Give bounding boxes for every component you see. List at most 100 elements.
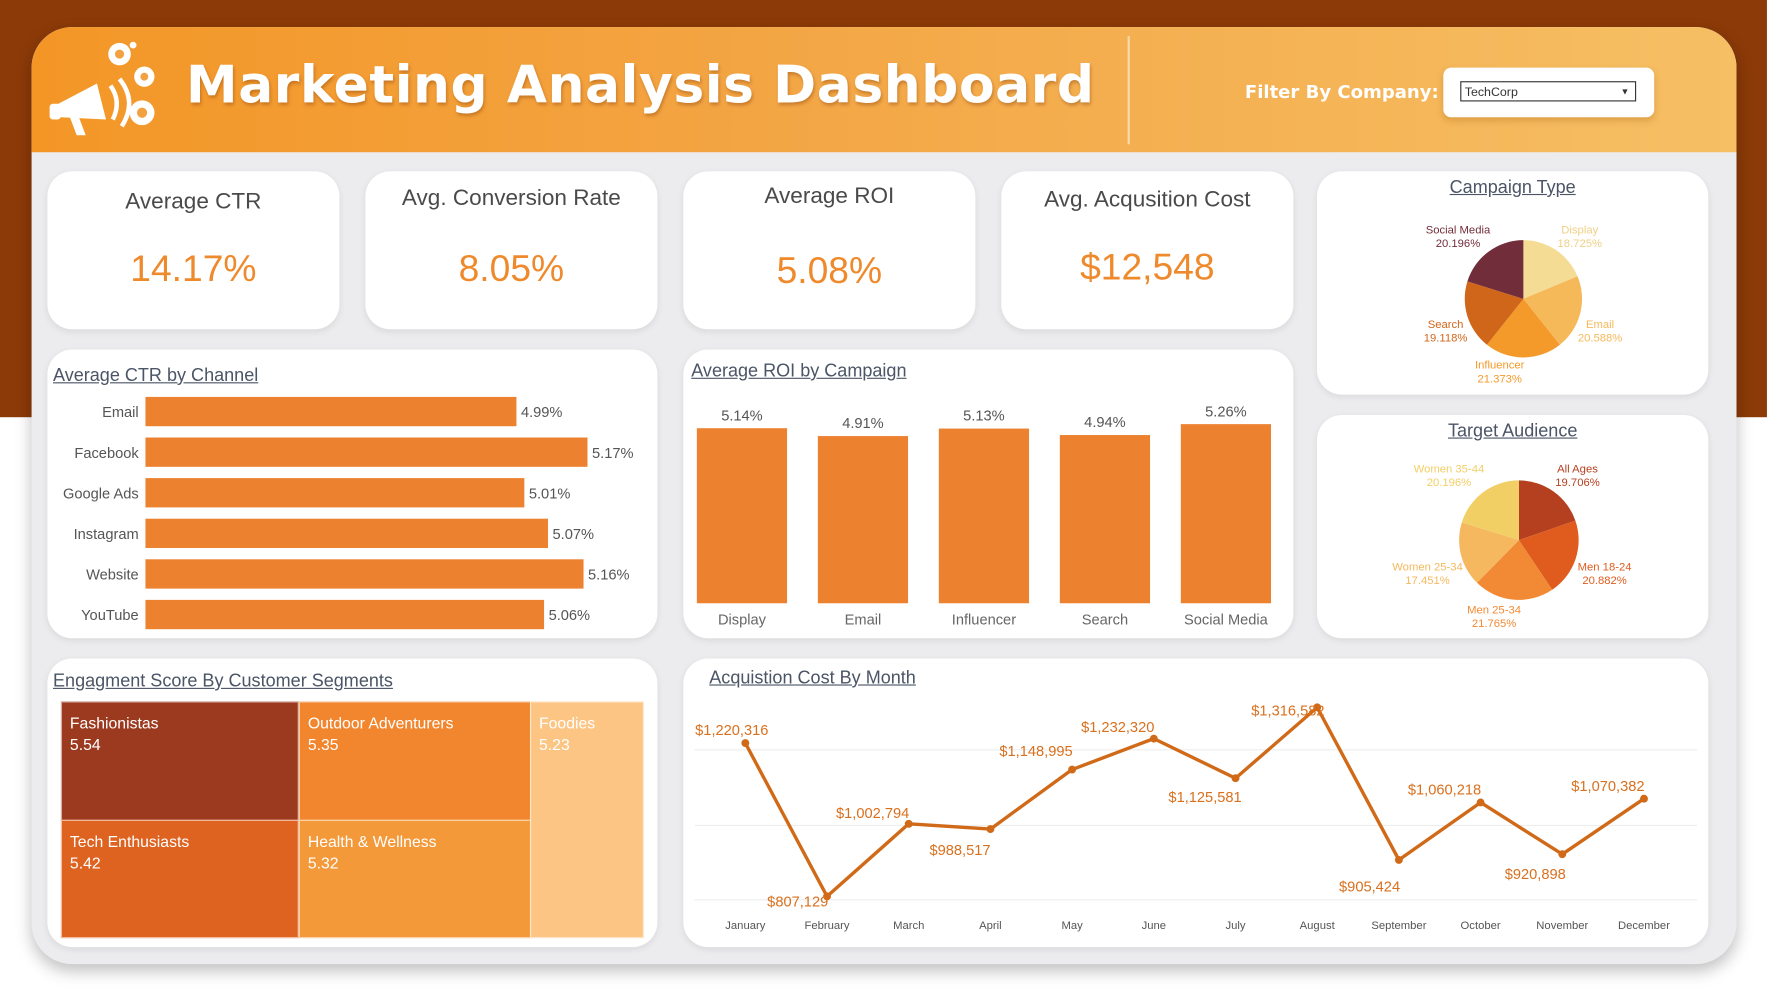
- slice-value: 18.725%: [1558, 238, 1602, 250]
- line-series[interactable]: [743, 705, 1645, 899]
- bar[interactable]: [696, 428, 788, 604]
- data-point[interactable]: [1476, 798, 1485, 807]
- bar[interactable]: [145, 559, 584, 589]
- data-label: $1,070,382: [1571, 779, 1644, 795]
- data-label: $1,220,316: [695, 723, 768, 739]
- kpi-card-conversion: Avg. Conversion Rate 8.05%: [365, 171, 658, 330]
- kpi-label: Average ROI: [764, 183, 895, 209]
- data-point[interactable]: [1068, 765, 1077, 774]
- data-label: 5.13%: [963, 409, 1005, 425]
- bar[interactable]: [145, 478, 525, 508]
- data-point[interactable]: [1313, 703, 1322, 712]
- category-label: Instagram: [74, 527, 139, 543]
- acquisition-cost-card: Acquistion Cost By Month: [683, 658, 1709, 948]
- segment-score: 5.32: [307, 853, 339, 872]
- kpi-value: 8.05%: [458, 246, 565, 289]
- kpi-card-roi: Average ROI 5.08%: [683, 171, 976, 330]
- bar[interactable]: [145, 518, 549, 549]
- category-label: Social Media: [1184, 613, 1269, 629]
- treemap-cell[interactable]: Tech Enthusiasts 5.42: [60, 819, 299, 939]
- company-filter-value: TechCorp: [1464, 85, 1518, 100]
- treemap-cell[interactable]: Outdoor Adventurers 5.35: [298, 701, 532, 821]
- pie-slice[interactable]: [1486, 298, 1560, 358]
- slice-value: 20.196%: [1427, 477, 1471, 489]
- data-label: 4.91%: [842, 416, 884, 432]
- category-label: Google Ads: [63, 486, 139, 502]
- bar[interactable]: [817, 436, 909, 604]
- segment-score: 5.23: [538, 735, 570, 754]
- kpi-label: Average CTR: [125, 189, 262, 215]
- slice-value: 19.118%: [1424, 333, 1468, 345]
- month-label: October: [1461, 920, 1501, 932]
- data-label: 5.26%: [1205, 404, 1247, 420]
- slice-value: 20.588%: [1578, 333, 1622, 345]
- data-point[interactable]: [1231, 774, 1240, 783]
- filter-container: TechCorp ▼: [1443, 67, 1655, 118]
- kpi-card-ctr: Average CTR 14.17%: [47, 171, 340, 330]
- data-point[interactable]: [1394, 855, 1403, 864]
- slice-value: 19.706%: [1555, 477, 1599, 489]
- month-label: November: [1536, 920, 1588, 932]
- treemap-cell[interactable]: Foodies 5.23: [529, 701, 644, 939]
- data-label: $807,129: [767, 895, 828, 911]
- month-label: February: [804, 920, 849, 932]
- bar[interactable]: [145, 437, 588, 467]
- pie-slice[interactable]: [1523, 276, 1583, 345]
- chart-title: Average ROI by Campaign: [691, 361, 907, 382]
- category-label: YouTube: [81, 608, 139, 624]
- bar[interactable]: [145, 396, 517, 427]
- category-label: Website: [86, 568, 139, 584]
- segment-score: 5.54: [69, 735, 101, 754]
- segment-name: Tech Enthusiasts: [69, 832, 190, 851]
- pie-slice[interactable]: [1464, 281, 1524, 345]
- pie-slice[interactable]: [1518, 480, 1576, 541]
- data-point[interactable]: [904, 819, 913, 828]
- company-filter-dropdown[interactable]: TechCorp ▼: [1460, 81, 1637, 102]
- treemap-cell[interactable]: Health & Wellness 5.32: [298, 819, 532, 939]
- segment-name: Fashionistas: [69, 713, 159, 732]
- pie-slice[interactable]: [1518, 520, 1579, 590]
- bar[interactable]: [1180, 424, 1272, 604]
- category-label: Email: [102, 405, 139, 421]
- pie-slice[interactable]: [1523, 240, 1578, 299]
- data-label: 5.17%: [592, 446, 634, 462]
- data-label: $905,424: [1339, 879, 1400, 895]
- bar[interactable]: [145, 599, 545, 630]
- month-label: June: [1142, 920, 1166, 932]
- segment-score: 5.42: [69, 853, 101, 872]
- pie-slice[interactable]: [1459, 522, 1519, 583]
- bar[interactable]: [938, 428, 1030, 604]
- data-label: 5.01%: [529, 486, 571, 502]
- kpi-card-acquisition-cost: Avg. Acqusition Cost $12,548: [1001, 171, 1294, 330]
- slice-name: Search: [1428, 319, 1464, 331]
- month-label: January: [725, 920, 765, 932]
- slice-name: Email: [1586, 319, 1614, 331]
- chart-title: Average CTR by Channel: [52, 366, 259, 386]
- pie-slice[interactable]: [1477, 540, 1553, 600]
- slice-name: Men 25-34: [1467, 604, 1521, 616]
- data-label: $1,002,794: [836, 806, 909, 822]
- data-point[interactable]: [741, 739, 750, 748]
- header-divider: [1127, 36, 1130, 145]
- data-point[interactable]: [1558, 850, 1567, 859]
- segment-name: Foodies: [538, 713, 596, 732]
- data-label: $920,898: [1505, 867, 1566, 883]
- pie-slice[interactable]: [1461, 480, 1519, 541]
- bar[interactable]: [1059, 435, 1151, 604]
- month-label: August: [1300, 920, 1336, 932]
- segment-score: 5.35: [307, 735, 339, 754]
- treemap-cell[interactable]: Fashionistas 5.54: [60, 701, 299, 821]
- data-point[interactable]: [986, 825, 995, 834]
- kpi-value: 14.17%: [130, 246, 257, 289]
- data-label: $1,060,218: [1408, 783, 1481, 799]
- category-label: Email: [845, 613, 882, 629]
- pie-slice[interactable]: [1467, 240, 1524, 299]
- month-label: March: [893, 920, 924, 932]
- data-point[interactable]: [1149, 734, 1158, 743]
- data-point[interactable]: [1640, 794, 1648, 803]
- data-point[interactable]: [823, 892, 831, 901]
- kpi-value: 5.08%: [776, 249, 883, 291]
- header: Marketing Analysis Dashboard Filter By C…: [31, 27, 1737, 153]
